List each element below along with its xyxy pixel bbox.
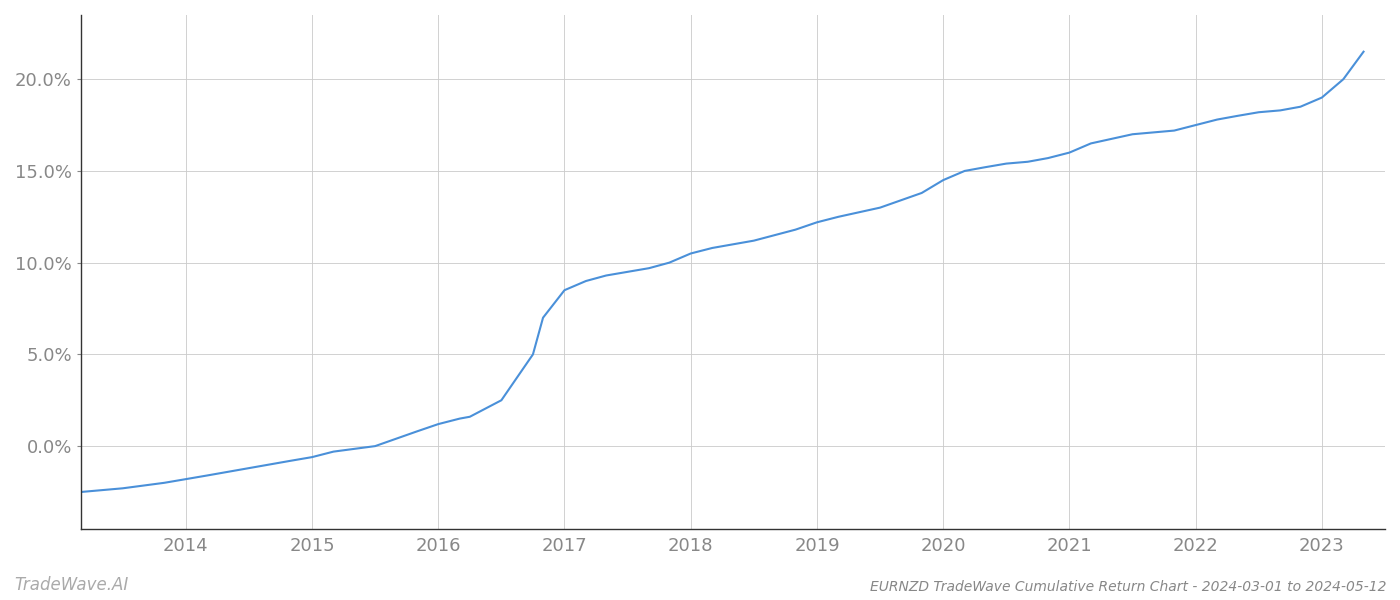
Text: EURNZD TradeWave Cumulative Return Chart - 2024-03-01 to 2024-05-12: EURNZD TradeWave Cumulative Return Chart… [869, 580, 1386, 594]
Text: TradeWave.AI: TradeWave.AI [14, 576, 129, 594]
